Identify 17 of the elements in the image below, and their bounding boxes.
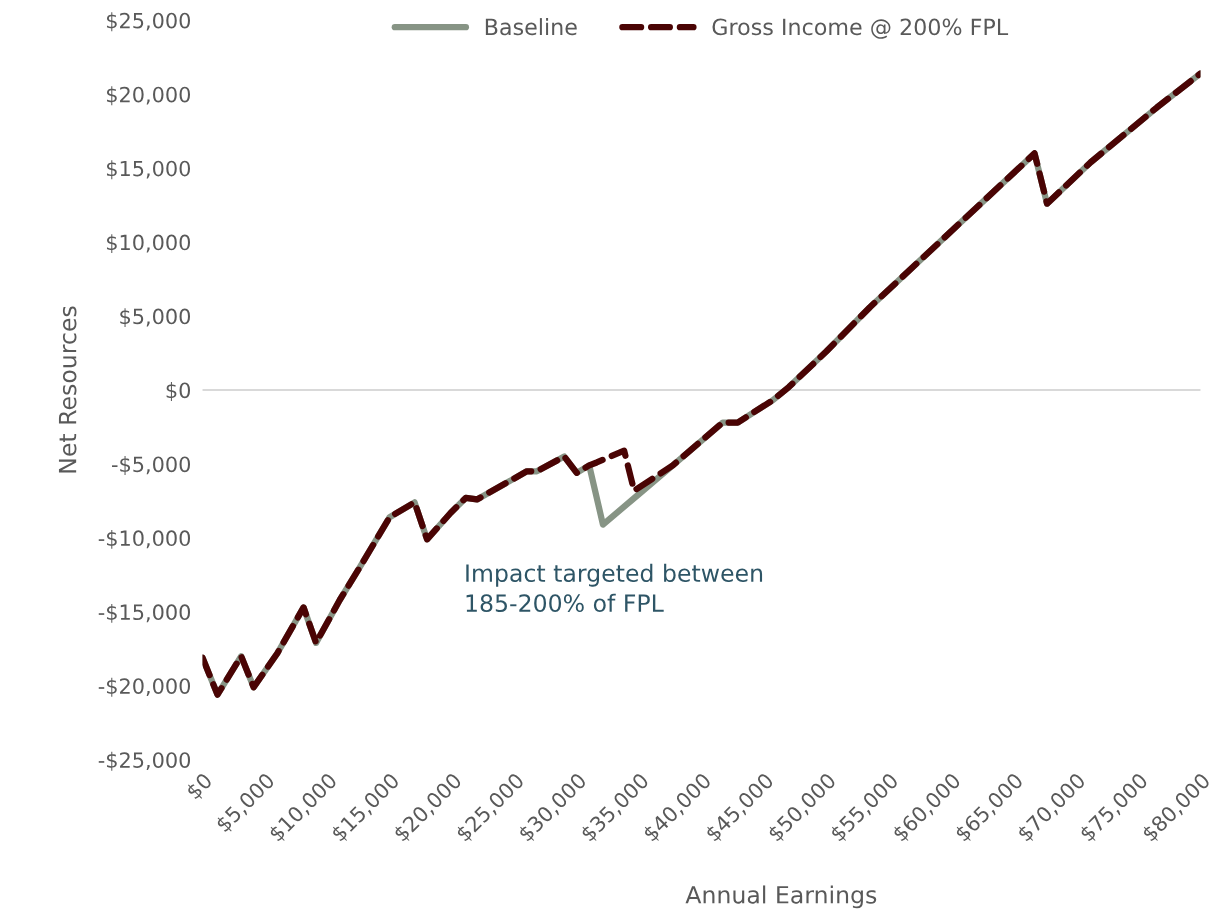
y-tick-label: $5,000 [120, 308, 191, 328]
y-tick-label: $0 [166, 382, 191, 401]
y-tick-label: $25,000 [106, 12, 191, 32]
x-tick-label: $0 [185, 771, 215, 802]
y-axis-title: Net Resources [58, 306, 77, 473]
y-tick-label: -$10,000 [98, 529, 191, 549]
y-tick-label: -$25,000 [98, 751, 191, 771]
annotation: Impact targeted between 185-200% of FPL [466, 563, 763, 613]
y-tick-label: -$15,000 [98, 603, 191, 623]
x-axis-title: Annual Earnings [685, 885, 877, 909]
y-tick-label: -$20,000 [98, 677, 191, 697]
y-tick-label: -$5,000 [112, 456, 191, 475]
y-tick-label: $20,000 [106, 86, 191, 106]
legend-label: Gross Income @ 200% FPL [712, 18, 1009, 39]
y-tick-label: $15,000 [106, 160, 191, 180]
legend-label: Baseline [485, 18, 577, 36]
y-tick-label: $10,000 [106, 234, 191, 254]
